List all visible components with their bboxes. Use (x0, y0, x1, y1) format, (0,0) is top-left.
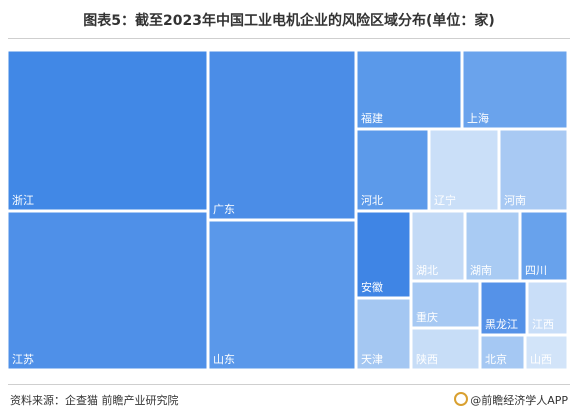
treemap-label: 黑龙江 (485, 318, 518, 331)
brand-label: @前瞻经济学人APP (470, 394, 568, 407)
treemap-label: 安徽 (361, 280, 383, 294)
treemap-rect-15[interactable] (480, 281, 527, 335)
treemap-label: 江西 (532, 318, 554, 331)
treemap-label: 陕西 (416, 352, 438, 366)
treemap-cell[interactable]: 上海 (462, 50, 568, 129)
treemap-cell[interactable]: 江苏 (7, 211, 208, 370)
treemap-rect-3[interactable] (208, 220, 356, 370)
treemap-cell[interactable]: 四川 (520, 211, 568, 281)
treemap-label: 北京 (485, 352, 507, 366)
treemap-cell[interactable]: 浙江 (7, 50, 208, 211)
treemap-label: 浙江 (12, 194, 34, 207)
treemap-rect-1[interactable] (7, 211, 208, 370)
treemap-cell[interactable]: 安徽 (356, 211, 411, 298)
treemap-rect-9[interactable] (356, 211, 411, 298)
treemap-rect-13[interactable] (356, 298, 411, 370)
treemap-rect-19[interactable] (525, 335, 568, 370)
treemap-rect-11[interactable] (465, 211, 520, 281)
treemap-label: 河北 (361, 194, 383, 207)
treemap-rect-4[interactable] (356, 50, 462, 129)
treemap-rect-8[interactable] (499, 129, 568, 211)
brand-credit: @前瞻经济学人APP (454, 392, 568, 408)
chart-title: 图表5：截至2023年中国工业电机企业的风险区域分布(单位：家) (83, 13, 495, 29)
treemap-rect-7[interactable] (429, 129, 499, 211)
treemap-cell[interactable]: 河南 (499, 129, 568, 211)
treemap-label: 广东 (213, 203, 235, 216)
treemap-rect-16[interactable] (527, 281, 568, 335)
treemap-rect-12[interactable] (520, 211, 568, 281)
treemap-cell[interactable]: 河北 (356, 129, 429, 211)
source-note: 资料来源：企查猫 前瞻产业研究院 (10, 394, 179, 407)
treemap-label: 福建 (361, 111, 383, 125)
treemap-cell[interactable]: 天津 (356, 298, 411, 370)
treemap-label: 江苏 (12, 353, 34, 366)
treemap-label: 山东 (213, 353, 235, 366)
treemap-rect-17[interactable] (411, 328, 480, 370)
treemap-rect-6[interactable] (356, 129, 429, 211)
treemap-rect-5[interactable] (462, 50, 568, 129)
treemap-rect-2[interactable] (208, 50, 356, 220)
treemap-cell[interactable]: 北京 (480, 335, 525, 370)
treemap-label: 重庆 (416, 310, 438, 324)
treemap-cell[interactable]: 湖北 (411, 211, 465, 281)
treemap-cell[interactable]: 湖南 (465, 211, 520, 281)
footer-divider (8, 384, 570, 385)
brand-logo-icon (454, 392, 469, 406)
treemap-cell[interactable]: 山东 (208, 220, 356, 370)
treemap-cell[interactable]: 辽宁 (429, 129, 499, 211)
treemap-label: 湖南 (470, 264, 492, 277)
treemap-label: 四川 (525, 264, 547, 277)
treemap-cell[interactable]: 陕西 (411, 328, 480, 370)
treemap-rect-10[interactable] (411, 211, 465, 281)
treemap-cell[interactable]: 黑龙江 (480, 281, 527, 335)
treemap-cell[interactable]: 福建 (356, 50, 462, 129)
treemap-cell[interactable]: 广东 (208, 50, 356, 220)
treemap-label: 山西 (530, 353, 552, 366)
treemap-label: 湖北 (416, 264, 438, 277)
treemap-cell[interactable]: 重庆 (411, 281, 480, 328)
treemap-rect-0[interactable] (7, 50, 208, 211)
treemap-label: 辽宁 (434, 193, 456, 207)
treemap-label: 上海 (467, 111, 489, 125)
treemap-label: 河南 (504, 194, 526, 207)
title-divider (8, 38, 570, 39)
treemap-cell[interactable]: 江西 (527, 281, 568, 335)
treemap-label: 天津 (361, 353, 383, 366)
treemap-rect-14[interactable] (411, 281, 480, 328)
treemap-cell[interactable]: 山西 (525, 335, 568, 370)
treemap-rect-18[interactable] (480, 335, 525, 370)
